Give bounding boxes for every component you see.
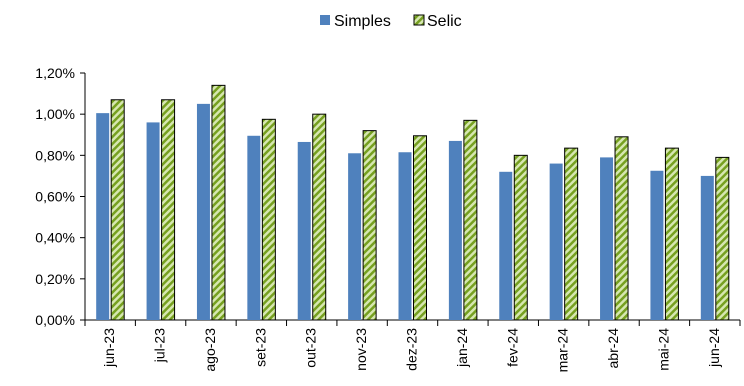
x-tick-label: dez-23	[404, 328, 420, 371]
legend-swatch-simples	[320, 15, 330, 25]
legend-label-selic: Selic	[427, 13, 462, 30]
bar-simples	[196, 103, 210, 320]
y-tick-label: 0,80%	[35, 147, 75, 163]
bar-simples	[348, 153, 362, 320]
bar-simples	[398, 152, 412, 320]
y-tick-label: 0,20%	[35, 271, 75, 287]
bar-simples	[650, 170, 664, 320]
bar-selic	[312, 113, 327, 321]
x-tick-label: jun-23	[101, 328, 117, 368]
bar-selic	[614, 136, 629, 321]
bar-simples	[96, 113, 110, 320]
bar-selic	[463, 119, 478, 321]
x-tick-label: jul-23	[152, 328, 168, 363]
bar-selic	[261, 118, 276, 321]
bar-selic	[362, 130, 377, 321]
bar-simples	[549, 163, 563, 320]
bar-simples	[448, 140, 462, 320]
bar-simples	[499, 171, 513, 320]
bar-simples	[146, 122, 160, 321]
y-tick-label: 1,20%	[35, 65, 75, 81]
x-tick-label: mar-24	[555, 328, 571, 373]
bar-simples	[247, 135, 261, 320]
x-tick-label: set-23	[252, 328, 268, 367]
bar-selic	[513, 154, 528, 321]
x-tick-label: out-23	[303, 328, 319, 368]
x-tick-label: abr-24	[605, 328, 621, 369]
legend: Simples Selic	[320, 13, 462, 30]
x-tick-label: nov-23	[353, 328, 369, 371]
bar-simples	[700, 175, 714, 320]
x-tick-label: mai-24	[655, 328, 671, 371]
x-tick-label: ago-23	[202, 328, 218, 372]
bar-selic	[211, 84, 226, 321]
x-tick-label: jan-24	[454, 328, 470, 368]
bar-simples	[297, 141, 311, 320]
bar-selic	[110, 99, 125, 321]
bar-selic	[664, 147, 679, 321]
x-tick-label: fev-24	[504, 328, 520, 367]
x-tick-label: jun-24	[706, 328, 722, 368]
bar-selic	[413, 135, 427, 321]
bar-selic	[715, 156, 730, 321]
legend-label-simples: Simples	[334, 13, 391, 30]
legend-swatch-selic	[413, 14, 425, 26]
y-tick-label: 1,00%	[35, 106, 75, 122]
axes: 0,00% 0,20% 0,40% 0,60% 0,80% 1,00% 1,20%	[35, 65, 741, 328]
bar-simples	[600, 157, 614, 320]
y-tick-label: 0,00%	[35, 312, 75, 328]
y-tick-label: 0,40%	[35, 230, 75, 246]
y-tick-label: 0,60%	[35, 189, 75, 205]
x-axis-labels: jun-23 jul-23 ago-23 set-23 out-23 nov-23 dez-…	[101, 328, 722, 373]
bar-selic	[564, 147, 579, 321]
bars	[96, 84, 730, 321]
bar-selic	[161, 99, 176, 321]
